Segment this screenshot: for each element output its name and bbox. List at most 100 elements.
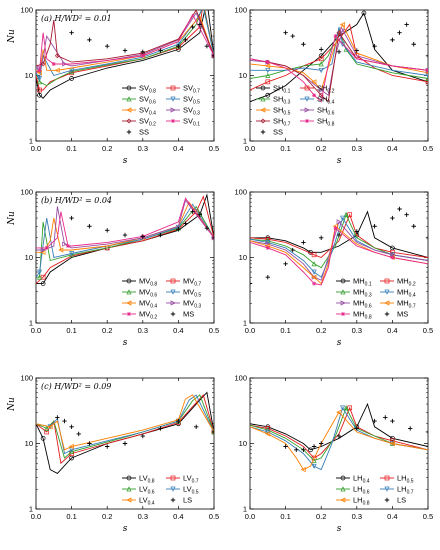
y-tick-label: 1 — [243, 505, 247, 514]
legend-marker — [384, 311, 390, 317]
data-point — [425, 67, 428, 73]
data-point — [69, 424, 74, 429]
legend-marker — [260, 107, 266, 113]
plot-frame — [249, 377, 429, 510]
legend-label: MV0.6 — [139, 288, 157, 299]
legend-item: MH0.2 — [380, 277, 416, 288]
y-tick-label: 1 — [29, 319, 33, 328]
data-point — [347, 212, 353, 218]
data-point — [336, 30, 342, 36]
data-point — [311, 274, 317, 280]
data-point — [265, 79, 271, 85]
legend-marker — [340, 300, 346, 306]
legend-marker — [126, 278, 132, 284]
legend-item: LH0.6 — [336, 485, 370, 496]
series-MH0.8 — [250, 226, 428, 286]
y-tick-label: 1 — [29, 505, 33, 514]
legend-item: SV0.3 — [166, 106, 200, 117]
data-point — [311, 269, 317, 275]
legend-item: LH0.5 — [380, 474, 414, 485]
series-line — [36, 394, 214, 451]
legend-item: MH0.4 — [380, 288, 416, 299]
legend-item: SH0.5 — [256, 106, 291, 117]
legend-label: SV0.1 — [183, 117, 200, 128]
x-tick-label: 0.3 — [138, 512, 148, 521]
legend-label: LH0.4 — [353, 474, 370, 485]
series-SV0.1 — [36, 13, 214, 74]
legend-marker — [384, 486, 390, 492]
x-tick-label: 0.1 — [66, 144, 76, 153]
data-point — [343, 211, 349, 218]
series-line — [250, 411, 428, 471]
series-line — [250, 26, 428, 76]
x-tick-label: 0.0 — [31, 512, 41, 521]
legend-label: MH0.3 — [353, 288, 372, 299]
data-point — [250, 281, 253, 286]
data-point — [425, 53, 428, 58]
legend-label: MH0.8 — [353, 310, 372, 321]
series-SH0.8 — [250, 34, 428, 103]
legend-marker — [170, 311, 176, 317]
data-point — [211, 429, 214, 435]
legend-label: SS — [139, 128, 149, 137]
legend-label: LV0.4 — [139, 496, 155, 507]
y-tick-label: 10 — [25, 439, 33, 448]
legend-label: MV0.8 — [139, 277, 157, 288]
data-point — [66, 243, 71, 248]
plot-area — [36, 10, 214, 99]
legend-item: MS — [384, 310, 408, 319]
legend-marker — [126, 85, 132, 91]
x-axis-label: s — [123, 156, 128, 166]
y-tick-label: 100 — [234, 188, 247, 197]
series-LS — [283, 415, 428, 453]
data-point — [68, 443, 74, 450]
data-point — [87, 37, 92, 43]
y-tick-label: 1 — [29, 137, 33, 146]
legend-item: LV0.4 — [122, 496, 155, 507]
legend-label: MV0.2 — [139, 310, 157, 321]
data-point — [311, 261, 317, 267]
legend-item: LV0.6 — [122, 485, 155, 496]
data-point — [426, 68, 428, 73]
legend-label: LH0.6 — [353, 485, 370, 496]
data-point — [408, 426, 413, 431]
data-point — [265, 92, 271, 98]
x-tick-label: 0.1 — [66, 512, 76, 521]
data-point — [397, 206, 402, 212]
data-point — [311, 252, 317, 258]
data-point — [69, 252, 75, 258]
legend: MV0.8 MV0.7 MV0.6 MV0.5 MV0.4 MV0.3 MV0.2 MS — [122, 277, 201, 321]
legend-item: LV0.8 — [122, 474, 155, 485]
legend-item: MH0.8 — [336, 310, 372, 321]
legend-marker — [260, 85, 266, 91]
legend-label: SV0.2 — [139, 117, 156, 128]
data-point — [69, 215, 74, 221]
x-tick-label: 0.0 — [245, 144, 255, 153]
legend-item: MV0.6 — [122, 288, 157, 299]
series-line — [36, 15, 214, 74]
series-line — [250, 35, 428, 103]
x-tick-label: 0.4 — [173, 144, 183, 153]
legend: MH0.1 MH0.2 MH0.3 MH0.4 MH0.6 MH0.7 MH0.8 MS — [336, 277, 416, 321]
data-point — [336, 232, 342, 238]
y-tick-label: 10 — [239, 253, 247, 262]
legend-marker — [126, 497, 132, 503]
legend-label: SH0.3 — [273, 95, 291, 106]
data-point — [312, 93, 317, 98]
x-tick-label: 0.2 — [102, 144, 112, 153]
plot-area — [250, 206, 428, 286]
data-point — [318, 56, 324, 62]
data-point — [311, 444, 317, 449]
data-point — [211, 53, 214, 58]
legend-label: MS — [397, 310, 408, 319]
data-point — [319, 441, 324, 446]
legend-label: SV0.4 — [139, 106, 156, 117]
x-tick-label: 0.5 — [423, 326, 433, 335]
data-point — [105, 44, 110, 49]
data-point — [36, 274, 43, 280]
legend-marker — [126, 107, 132, 113]
x-tick-label: 0.1 — [280, 512, 290, 521]
x-tick-label: 0.0 — [245, 512, 255, 521]
data-point — [404, 212, 409, 217]
legend-marker — [305, 119, 309, 123]
